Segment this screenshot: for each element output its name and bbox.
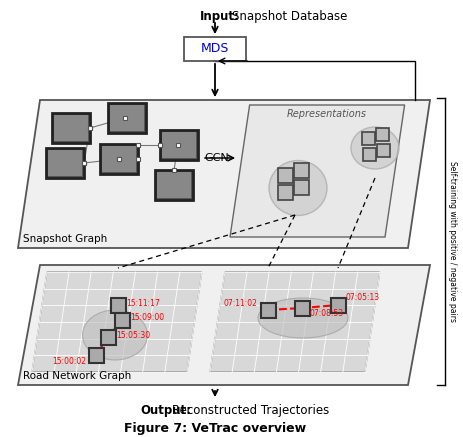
FancyBboxPatch shape (375, 128, 388, 141)
Ellipse shape (258, 298, 348, 338)
FancyBboxPatch shape (261, 302, 275, 318)
Text: 15:09:00: 15:09:00 (130, 313, 164, 323)
FancyBboxPatch shape (110, 105, 144, 131)
FancyBboxPatch shape (100, 144, 138, 174)
Text: Snapshot Graph: Snapshot Graph (23, 234, 107, 244)
Ellipse shape (269, 160, 327, 215)
FancyBboxPatch shape (184, 37, 246, 61)
FancyBboxPatch shape (100, 329, 115, 344)
FancyBboxPatch shape (54, 115, 88, 141)
Text: 15:11:17: 15:11:17 (126, 298, 160, 308)
FancyBboxPatch shape (46, 148, 84, 178)
FancyBboxPatch shape (176, 143, 180, 147)
FancyBboxPatch shape (160, 130, 198, 160)
Text: 07:05:13: 07:05:13 (346, 292, 380, 302)
FancyBboxPatch shape (114, 312, 130, 327)
FancyBboxPatch shape (88, 126, 92, 130)
Text: Snapshot Database: Snapshot Database (232, 10, 347, 23)
FancyBboxPatch shape (111, 298, 125, 312)
FancyBboxPatch shape (52, 113, 90, 143)
FancyBboxPatch shape (82, 161, 86, 165)
Ellipse shape (82, 310, 148, 360)
Text: Output:: Output: (140, 404, 191, 417)
Text: 15:00:02: 15:00:02 (52, 357, 86, 365)
FancyBboxPatch shape (362, 132, 375, 145)
Polygon shape (210, 272, 380, 372)
FancyBboxPatch shape (172, 168, 176, 172)
FancyBboxPatch shape (136, 143, 140, 147)
FancyBboxPatch shape (117, 157, 121, 161)
Polygon shape (230, 105, 405, 237)
FancyBboxPatch shape (331, 298, 345, 312)
Text: Self-training with positive / negative pairs: Self-training with positive / negative p… (449, 161, 457, 322)
FancyBboxPatch shape (48, 150, 82, 176)
Text: GCN: GCN (204, 153, 229, 163)
Polygon shape (18, 265, 430, 385)
FancyBboxPatch shape (88, 347, 104, 363)
Text: 15:05:30: 15:05:30 (116, 330, 150, 340)
FancyBboxPatch shape (136, 157, 140, 161)
FancyBboxPatch shape (294, 163, 308, 177)
FancyBboxPatch shape (102, 146, 136, 172)
Text: 07:11:02: 07:11:02 (223, 299, 257, 309)
FancyBboxPatch shape (158, 143, 162, 147)
FancyBboxPatch shape (277, 167, 293, 183)
Ellipse shape (351, 127, 399, 169)
FancyBboxPatch shape (117, 157, 121, 161)
Polygon shape (18, 100, 430, 248)
Text: Representations: Representations (287, 109, 367, 119)
FancyBboxPatch shape (157, 172, 191, 198)
Polygon shape (32, 272, 202, 372)
Text: Figure 7: VeTrac overview: Figure 7: VeTrac overview (124, 422, 306, 435)
FancyBboxPatch shape (162, 132, 196, 158)
Text: Road Network Graph: Road Network Graph (23, 371, 131, 381)
FancyBboxPatch shape (294, 180, 308, 194)
FancyBboxPatch shape (376, 143, 389, 156)
Text: MDS: MDS (201, 42, 229, 55)
FancyBboxPatch shape (88, 126, 92, 130)
FancyBboxPatch shape (155, 170, 193, 200)
FancyBboxPatch shape (294, 301, 309, 316)
FancyBboxPatch shape (108, 103, 146, 133)
FancyBboxPatch shape (363, 148, 375, 160)
Text: 07:08:53: 07:08:53 (310, 309, 344, 319)
FancyBboxPatch shape (82, 161, 86, 165)
Text: Reconstructed Trajectories: Reconstructed Trajectories (172, 404, 329, 417)
FancyBboxPatch shape (277, 184, 293, 200)
FancyBboxPatch shape (123, 116, 127, 120)
Text: Input:: Input: (200, 10, 240, 23)
